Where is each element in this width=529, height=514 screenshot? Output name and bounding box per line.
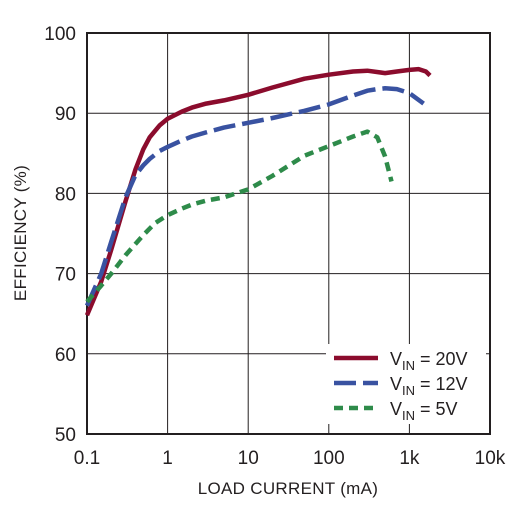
y-tick-label: 50 bbox=[55, 425, 76, 446]
gridlines bbox=[87, 33, 490, 434]
x-tick-label: 100 bbox=[313, 448, 345, 469]
x-axis-title: LOAD CURRENT (mA) bbox=[198, 479, 378, 498]
legend-label-1: VIN = 20V bbox=[390, 349, 468, 373]
y-axis-title: EFFICIENCY (%) bbox=[11, 165, 30, 301]
series-line-2 bbox=[84, 86, 425, 307]
x-tick-labels: 0.1 1 10 100 1k 10k bbox=[74, 448, 506, 469]
y-tick-label: 60 bbox=[55, 345, 76, 366]
y-tick-labels: 50 60 70 80 90 100 bbox=[44, 24, 76, 446]
y-tick-label: 80 bbox=[55, 184, 76, 205]
y-tick-label: 90 bbox=[55, 104, 76, 125]
y-tick-label: 100 bbox=[44, 24, 76, 45]
x-tick-label: 10k bbox=[475, 448, 506, 469]
series-line-1 bbox=[84, 66, 432, 317]
plot-frame bbox=[86, 32, 491, 435]
legend-label-3: VIN = 5V bbox=[390, 399, 458, 423]
x-tick-label: 1k bbox=[399, 448, 420, 469]
x-tick-label: 10 bbox=[238, 448, 259, 469]
x-tick-label: 1 bbox=[162, 448, 173, 469]
x-tick-label: 0.1 bbox=[74, 448, 100, 469]
series-line-3 bbox=[85, 129, 394, 304]
y-tick-label: 70 bbox=[55, 265, 76, 286]
legend-label-2: VIN = 12V bbox=[390, 374, 468, 398]
series-layer bbox=[84, 66, 432, 317]
